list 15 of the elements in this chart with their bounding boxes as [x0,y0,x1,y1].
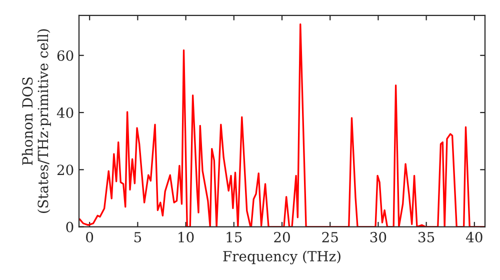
y-tick-label: 40 [56,108,74,118]
x-tick-label: 40 [466,232,482,242]
x-tick-label: 35 [418,232,434,242]
x-axis-title: Frequency (THz) [223,250,340,264]
y-tick-label: 20 [57,164,74,176]
x-tick-label: 25 [322,232,338,242]
x-tick-label: 15 [226,232,242,242]
y-tick-label: 0 [66,222,74,232]
x-tick-label: 10 [178,232,194,242]
x-tick-label: 0 [86,232,94,242]
x-tick-label: 30 [370,232,386,242]
x-tick-label: 5 [134,232,142,242]
x-tick-label: 20 [274,232,290,242]
y-axis-title: Phonon DOS (States/THz·primitive cell) [22,29,51,213]
y-tick-label: 60 [57,50,74,61]
